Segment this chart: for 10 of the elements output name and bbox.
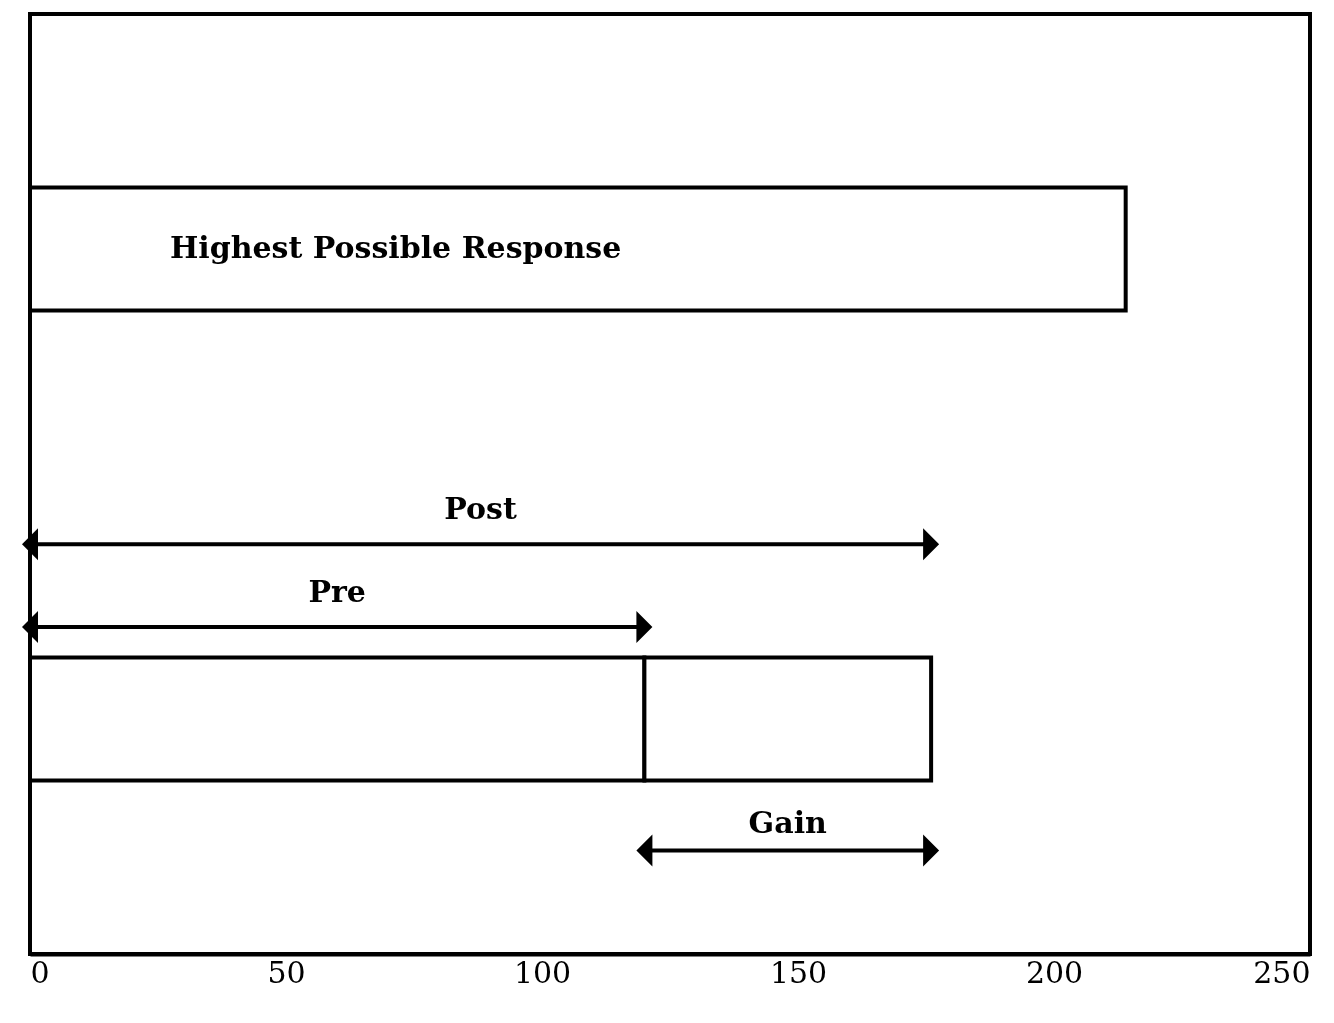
series-label: Gain [748, 805, 828, 841]
x-tick-label: 0 [30, 954, 50, 990]
x-tick-label: 250 [1253, 954, 1311, 990]
x-tick-label: 50 [267, 954, 306, 990]
series-label: Pre [308, 574, 366, 610]
x-tick-label: 100 [513, 954, 572, 990]
annotation: Post [444, 491, 517, 527]
x-tick-label: 150 [769, 954, 828, 990]
x-tick-label: 200 [1025, 954, 1084, 990]
series-label: Highest Possible Response [170, 230, 622, 265]
